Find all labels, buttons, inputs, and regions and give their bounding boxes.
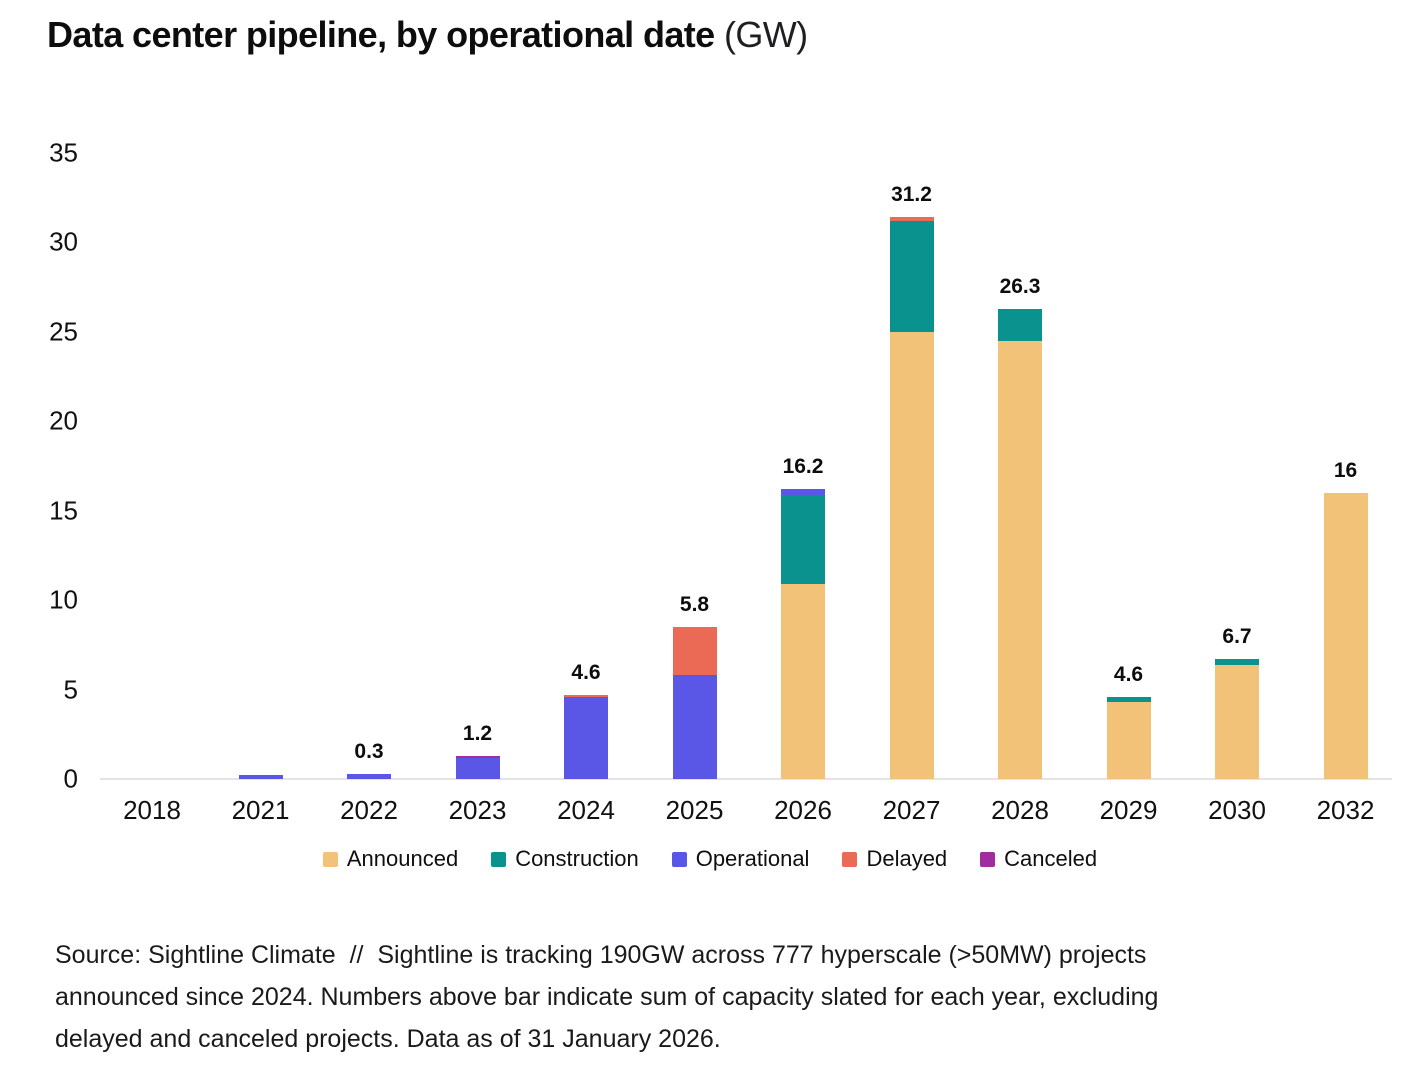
bar-2028-announced-segment (998, 340, 1042, 779)
legend-swatch-icon (980, 851, 996, 867)
bar-2024-delayed-segment (564, 694, 608, 697)
x-axis-label-2025: 2025 (665, 795, 724, 825)
legend-label: Canceled (1004, 846, 1098, 871)
bar-value-label-2026: 16.2 (782, 455, 824, 479)
bar-value-label-2028: 26.3 (999, 274, 1041, 298)
bar-2026-announced-segment (781, 584, 825, 779)
bar-2029-announced-segment (1106, 702, 1151, 779)
legend-swatch-icon (491, 851, 507, 867)
x-axis-label-2024: 2024 (557, 795, 615, 825)
x-axis-label-2029: 2029 (1099, 795, 1158, 825)
x-axis-label-2021: 2021 (231, 795, 290, 825)
bar-2021-operational-segment (238, 775, 283, 779)
page-title: Data center pipeline, by operational dat… (47, 14, 808, 56)
bar-2030-construction-segment (1215, 659, 1259, 665)
x-axis-label-2032: 2032 (1316, 795, 1375, 825)
title-main: Data center pipeline, by operational dat… (47, 14, 715, 55)
bar-value-label-2032: 16 (1333, 458, 1358, 482)
bar-2029-construction-segment (1106, 696, 1151, 703)
y-axis-tick-label-10: 10 (49, 584, 78, 615)
bar-2026-operational-segment (781, 489, 825, 495)
legend-item-canceled: Canceled (980, 846, 1097, 872)
legend-label: Announced (346, 846, 459, 871)
legend-label: Delayed (866, 846, 948, 871)
x-axis-label-2026: 2026 (774, 795, 832, 825)
y-axis-tick-label-25: 25 (49, 316, 78, 347)
source-line: delayed and canceled projects. Data as o… (55, 1025, 721, 1053)
legend-swatch-icon (671, 851, 687, 867)
legend-item-construction: Construction (491, 846, 639, 872)
bar-2024-operational-segment (564, 696, 608, 779)
bar-2027-announced-segment (889, 331, 934, 779)
x-axis-label-2023: 2023 (448, 795, 507, 825)
bar-value-label-2027: 31.2 (891, 182, 932, 206)
bar-2025-delayed-segment (672, 626, 717, 676)
bar-value-label-2023: 1.2 (462, 722, 493, 746)
y-axis-tick-label-0: 0 (63, 763, 78, 794)
bar-2027-delayed-segment (889, 216, 934, 221)
bar-2023-operational-segment (455, 757, 500, 779)
bar-value-label-2024: 4.6 (571, 660, 601, 684)
legend-item-announced: Announced (322, 846, 459, 872)
bar-2027-construction-segment (889, 220, 934, 332)
legend-swatch-icon (842, 851, 858, 867)
bar-2032-announced-segment (1323, 492, 1368, 779)
x-axis-label-2028: 2028 (991, 795, 1049, 825)
title-unit: (GW) (723, 14, 808, 55)
x-axis-label-2022: 2022 (340, 795, 398, 825)
y-axis-tick-label-5: 5 (63, 674, 78, 705)
x-axis-label-2027: 2027 (882, 795, 941, 825)
bar-value-label-2025: 5.8 (679, 592, 710, 616)
bar-2025-operational-segment (672, 675, 717, 779)
bar-2026-construction-segment (781, 494, 825, 585)
bar-2030-announced-segment (1215, 664, 1259, 779)
y-axis-tick-label-30: 30 (49, 226, 78, 257)
x-axis-label-2030: 2030 (1208, 795, 1266, 825)
x-axis-label-2018: 2018 (123, 795, 181, 825)
bar-2028-construction-segment (998, 308, 1042, 341)
bar-value-label-2029: 4.6 (1113, 662, 1144, 686)
legend-item-operational: Operational (671, 846, 810, 872)
bar-2022-operational-segment (347, 773, 391, 779)
y-axis-tick-label-35: 35 (49, 137, 78, 168)
bar-value-label-2030: 6.7 (1222, 625, 1252, 649)
chart-legend: Announced Construction Operational Delayed C… (0, 846, 1420, 872)
legend-item-delayed: Delayed (842, 846, 947, 872)
source-line: announced since 2024. Numbers above bar … (55, 983, 1159, 1011)
y-axis-tick-label-15: 15 (49, 495, 78, 526)
legend-swatch-icon (322, 851, 338, 867)
bar-value-label-2022: 0.3 (354, 739, 384, 763)
bar-2023-canceled-segment (455, 756, 500, 758)
source-line: Source: Sightline Climate // Sightline i… (55, 941, 1147, 969)
x-axis-line (100, 778, 1392, 780)
legend-label: Construction (515, 846, 639, 871)
legend-label: Operational (695, 846, 810, 871)
plot-area: 0 5 10 15 20 25 30 35 2018 2021 0.3 2022 1.2 2023 4.6 2… (49, 138, 1392, 825)
source-note: Source: Sightline Climate // Sightline i… (55, 934, 1158, 1060)
y-axis-tick-label-20: 20 (49, 405, 78, 436)
